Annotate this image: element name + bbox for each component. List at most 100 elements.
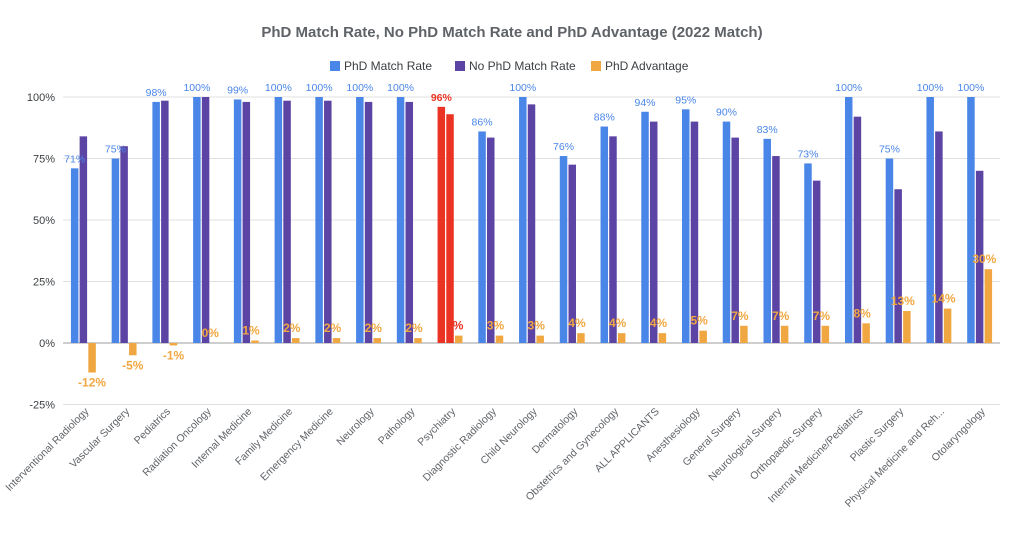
bar-advantage-emergency-medicine [332, 338, 341, 343]
data-label-advantage: -1% [163, 348, 185, 362]
legend-label-no-phd-match-rate: No PhD Match Rate [469, 59, 576, 73]
y-tick-label: 75% [33, 154, 55, 166]
data-label-advantage: 0% [202, 326, 220, 340]
legend-swatch-phd-match-rate [330, 61, 340, 71]
bar-no-phd-neurological-surgery [772, 156, 780, 343]
data-label-advantage: 4% [650, 316, 668, 330]
bar-no-phd-child-neurology [527, 104, 536, 343]
bar-advantage-otolaryngology [984, 269, 993, 343]
bar-advantage-psychiatry [454, 335, 463, 343]
y-tick-label: 25% [33, 277, 55, 289]
data-label-phd: 75% [105, 144, 126, 156]
category-label: Pathology [376, 405, 418, 447]
bar-no-phd-all-applicants [649, 121, 658, 343]
data-label-phd: 100% [387, 82, 414, 94]
bar-no-phd-pediatrics [161, 100, 169, 343]
y-axis-ticks: 100% 75% 50% 25% 0% -25% [27, 92, 55, 412]
category-label: Pediatrics [132, 406, 173, 447]
bar-phd-internal-medicine [233, 99, 242, 344]
legend-swatch-phd-advantage [591, 61, 601, 71]
data-label-phd: 95% [675, 94, 696, 106]
legend-label-phd-match-rate: PhD Match Rate [344, 59, 432, 73]
data-label-phd: 100% [509, 82, 536, 94]
data-label-advantage: 5% [690, 314, 708, 328]
bar-advantage-internal-medicine [251, 340, 259, 343]
data-label-phd: 100% [917, 82, 944, 94]
data-label-advantage: 30% [972, 252, 996, 266]
bar-phd-diagnostic-radiology [478, 131, 486, 343]
data-label-phd: 83% [757, 124, 778, 136]
bar-advantage-family-medicine [292, 338, 300, 343]
data-label-advantage: 4% [609, 316, 627, 330]
bar-no-phd-neurology [364, 101, 373, 343]
bar-phd-dermatology [559, 156, 568, 343]
bar-phd-vascular-surgery [111, 158, 120, 343]
category-label: Orthopaedic Surgery [748, 405, 826, 483]
legend-swatch-no-phd-match-rate [455, 61, 465, 71]
data-label-advantage: 3% [487, 319, 505, 333]
data-label-advantage: -5% [122, 358, 144, 372]
bar-phd-radiation-oncology [193, 97, 201, 343]
data-label-phd: 75% [879, 144, 900, 156]
bar-no-phd-obstetrics-and-gynecology [609, 136, 617, 343]
data-label-phd: 76% [553, 141, 574, 153]
bar-no-phd-dermatology [568, 164, 576, 343]
category-label: Radiation Oncology [140, 405, 214, 479]
bar-phd-anesthesiology [682, 109, 690, 343]
data-label-phd: 98% [146, 87, 167, 99]
bar-advantage-anesthesiology [699, 330, 707, 343]
category-label: Neurological Surgery [706, 405, 784, 483]
bar-no-phd-plastic-surgery [894, 189, 902, 343]
bar-phd-physical-medicine-and-reh [926, 97, 934, 343]
bar-advantage-dermatology [577, 333, 585, 343]
bar-no-phd-otolaryngology [975, 170, 984, 343]
data-label-advantage: 7% [772, 309, 790, 323]
category-label: Diagnostic Radiology [421, 405, 500, 484]
bar-advantage-plastic-surgery [903, 311, 911, 343]
bar-no-phd-emergency-medicine [324, 100, 332, 343]
bar-advantage-internal-medicine-pediatrics [862, 323, 870, 343]
data-label-advantage: 13% [891, 294, 915, 308]
bar-no-phd-family-medicine [283, 100, 291, 343]
bar-advantage-vascular-surgery [129, 343, 137, 356]
data-label-phd: 100% [346, 82, 373, 94]
bar-advantage-pathology [414, 338, 422, 343]
category-label: Neurology [334, 405, 377, 448]
bar-no-phd-psychiatry [446, 114, 454, 343]
bar-phd-pathology [396, 97, 405, 343]
y-tick-label: 100% [27, 92, 55, 104]
bar-advantage-neurological-surgery [780, 325, 789, 343]
bar-phd-otolaryngology [967, 97, 975, 343]
bar-no-phd-radiation-oncology [201, 97, 210, 343]
data-labels: 71% -12% 75% -5% 98% -1% 100% 0% 99% 1% 100% 2% 100%… [64, 82, 997, 390]
data-label-advantage: 1% [242, 324, 260, 338]
bar-no-phd-anesthesiology [690, 121, 699, 343]
chart-title: PhD Match Rate, No PhD Match Rate and Ph… [261, 24, 762, 41]
bar-advantage-obstetrics-and-gynecology [617, 333, 626, 343]
bar-phd-interventional-radiology [70, 168, 79, 343]
bar-phd-pediatrics [152, 101, 160, 343]
bar-no-phd-diagnostic-radiology [487, 137, 495, 343]
data-label-advantage: 2% [365, 321, 383, 335]
data-label-phd: 99% [227, 84, 248, 96]
bar-phd-child-neurology [519, 97, 527, 343]
bar-advantage-child-neurology [536, 335, 544, 343]
bar-phd-neurological-surgery [763, 138, 771, 343]
bar-phd-general-surgery [722, 121, 731, 343]
bar-advantage-interventional-radiology [88, 343, 96, 373]
y-tick-label: -25% [29, 400, 55, 412]
data-label-phd: 73% [797, 148, 818, 160]
bar-no-phd-vascular-surgery [120, 146, 128, 343]
bar-no-phd-internal-medicine-pediatrics [853, 116, 862, 344]
bars [70, 97, 993, 373]
data-label-phd: 100% [183, 82, 210, 94]
legend: PhD Match Rate No PhD Match Rate PhD Advan… [330, 59, 689, 73]
bar-phd-plastic-surgery [885, 158, 894, 343]
data-label-phd: 100% [835, 82, 862, 94]
y-tick-label: 50% [33, 215, 55, 227]
bar-no-phd-orthopaedic-surgery [812, 180, 821, 343]
bar-advantage-diagnostic-radiology [495, 335, 504, 343]
data-label-advantage: -12% [78, 376, 106, 390]
